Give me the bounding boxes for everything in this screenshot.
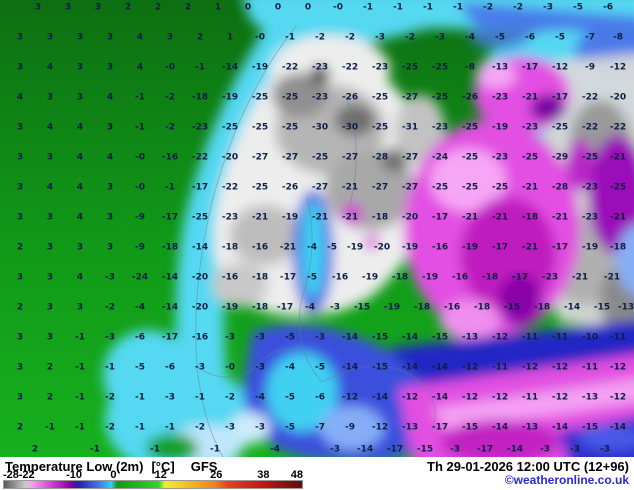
scale-tick: 48: [290, 469, 303, 481]
coastlines: [195, 25, 436, 457]
scale-tick: -10: [66, 469, 83, 481]
scale-tick: 38: [257, 469, 270, 481]
map-graphic: [0, 0, 634, 457]
temperature-field-blobs: [103, 0, 634, 457]
weather-map: 3 3 3 2 2 2 1 0 0 0 -0 -1 -1 -1 -1 -2 -2 -3 -5 -6 3 3 3 3 4 3 2 1 -0…: [0, 0, 634, 457]
scale-tick: 0: [110, 469, 117, 481]
valid-datetime: Th 29-01-2026 12:00 UTC (12+96): [427, 459, 629, 474]
unit-label: [°C]: [151, 459, 175, 474]
scale-tick: 26: [210, 469, 223, 481]
footer: Temperature Low (2m) [°C] GFS Th 29-01-202…: [0, 457, 634, 490]
map-title: Temperature Low (2m) [°C] GFS: [5, 459, 225, 474]
scale-tick: 12: [154, 469, 167, 481]
scale-tick: -28: [3, 469, 19, 481]
temperature-scale: -28 -22 -10 0 12 26 38 48: [3, 469, 303, 489]
scale-color-bar: [3, 480, 303, 489]
copyright-link[interactable]: ©weatheronline.co.uk: [504, 473, 629, 487]
product-label: Temperature Low (2m): [5, 459, 144, 474]
scale-tick: -22: [18, 469, 35, 481]
model-label: GFS: [190, 459, 218, 474]
